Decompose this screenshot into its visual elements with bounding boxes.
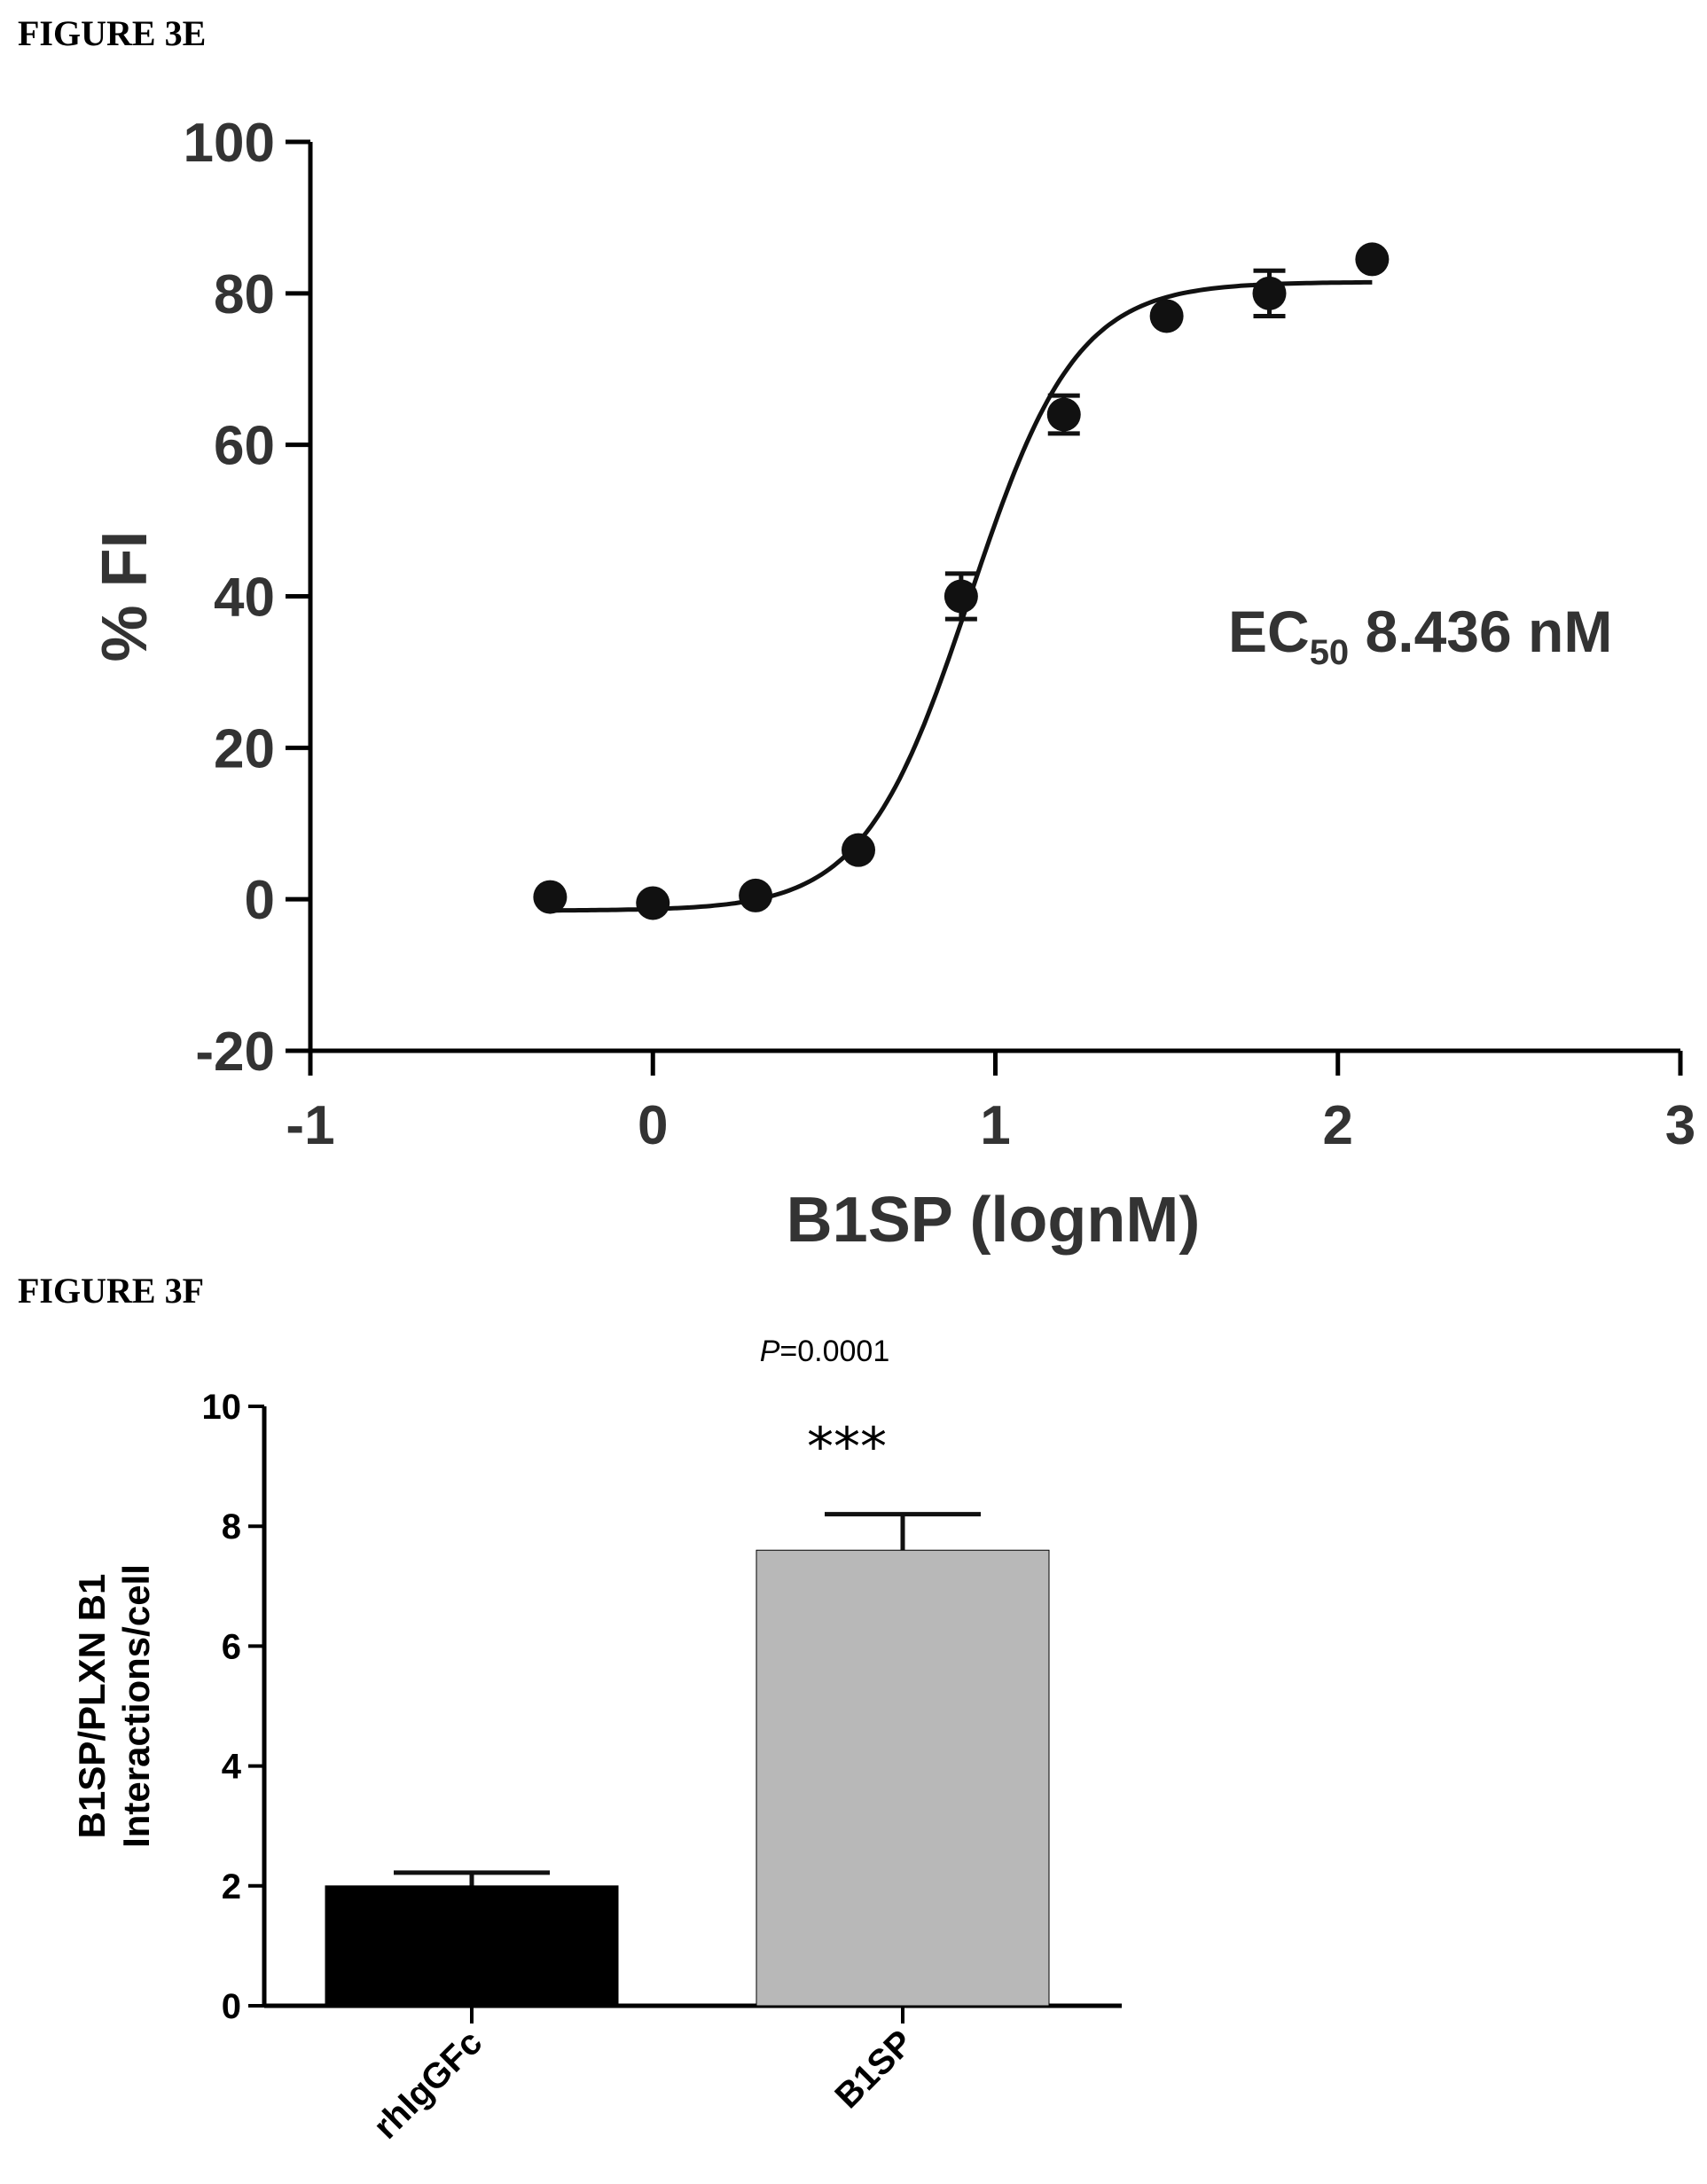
- chart-e-fit-curve: [550, 279, 1373, 913]
- chart-f-x-tick-label: B1SP: [827, 2023, 920, 2116]
- chart-e-x-tick-label: 1: [980, 1095, 1010, 1156]
- chart-f-x-tick-label: rhIgGFc: [366, 2023, 490, 2147]
- chart-e-data-point: [1046, 397, 1081, 432]
- chart-e-y-tick-label: -20: [195, 1022, 275, 1083]
- chart-e-y-tick-label: 100: [184, 113, 275, 174]
- chart-e-data-point: [533, 880, 568, 914]
- chart-f-p-value: P=0.0001: [760, 1335, 890, 1368]
- ec50-value: 8.436 nM: [1349, 599, 1612, 664]
- chart-f-ticks: 0 2 4 6 8 10: [202, 1388, 264, 2026]
- chart-e-y-tick-label: 60: [214, 416, 275, 477]
- chart-e-data-point: [636, 886, 670, 920]
- chart-f-y-tick-label: 4: [222, 1748, 242, 1787]
- chart-e-y-tick-label: 0: [245, 870, 275, 931]
- chart-e-y-axis-title: % FI: [90, 530, 161, 661]
- ec50-subscript: 50: [1310, 633, 1350, 672]
- chart-f-y-tick-label: 0: [222, 1987, 241, 2026]
- chart-e-data-point: [739, 878, 773, 912]
- chart-e-y-tick-label: 80: [214, 264, 275, 325]
- chart-f-bar: [325, 1885, 619, 2007]
- chart-e-data-point: [1355, 242, 1390, 277]
- chart-e-x-tick-label: -1: [286, 1095, 334, 1156]
- chart-f-bar: [756, 1549, 1050, 2007]
- chart-f-y-tick-label: 8: [222, 1507, 241, 1546]
- chart-f-bars: rhIgGFc B1SP: [325, 1512, 1050, 2147]
- figure-3f-label: FIGURE 3F: [18, 1271, 204, 1311]
- chart-f-axes: [262, 1406, 1122, 2008]
- chart-f-y-axis-title-line2: Interactions/cell: [115, 1564, 157, 1848]
- chart-e-x-tick-label: 3: [1665, 1095, 1695, 1156]
- chart-e-ec50-annotation: EC50 8.436 nM: [1228, 599, 1612, 672]
- chart-e-x-axis-title: B1SP (lognM): [787, 1185, 1201, 1256]
- chart-f-y-axis-title-line1: B1SP/PLXN B1: [71, 1574, 113, 1839]
- chart-f-significance: ***: [807, 1416, 887, 1478]
- chart-e-data-point: [842, 833, 875, 867]
- chart-e-y-tick-label: 20: [214, 718, 275, 779]
- chart-e-data-point: [944, 579, 978, 614]
- chart-f-y-tick-label: 10: [202, 1388, 242, 1427]
- chart-e-data-point: [1252, 276, 1287, 310]
- chart-e-y-tick-label: 40: [214, 568, 275, 629]
- p-value: =0.0001: [779, 1335, 889, 1368]
- chart-e-data-point: [1149, 299, 1184, 333]
- chart-f-y-tick-label: 2: [222, 1867, 241, 1906]
- ec50-main: EC: [1228, 599, 1310, 664]
- chart-e-x-tick-label: 2: [1323, 1095, 1353, 1156]
- chart-f-y-tick-label: 6: [222, 1627, 241, 1666]
- figure-3e-label: FIGURE 3E: [18, 13, 207, 53]
- chart-e-x-tick-label: 0: [638, 1095, 668, 1156]
- p-symbol: P: [760, 1335, 780, 1368]
- chart-e-points: [533, 242, 1390, 920]
- chart-e-axes: [308, 142, 1680, 1053]
- chart-e-ticks: -20 0 20 40 60 80 100 -1 0 1 2 3: [184, 113, 1696, 1156]
